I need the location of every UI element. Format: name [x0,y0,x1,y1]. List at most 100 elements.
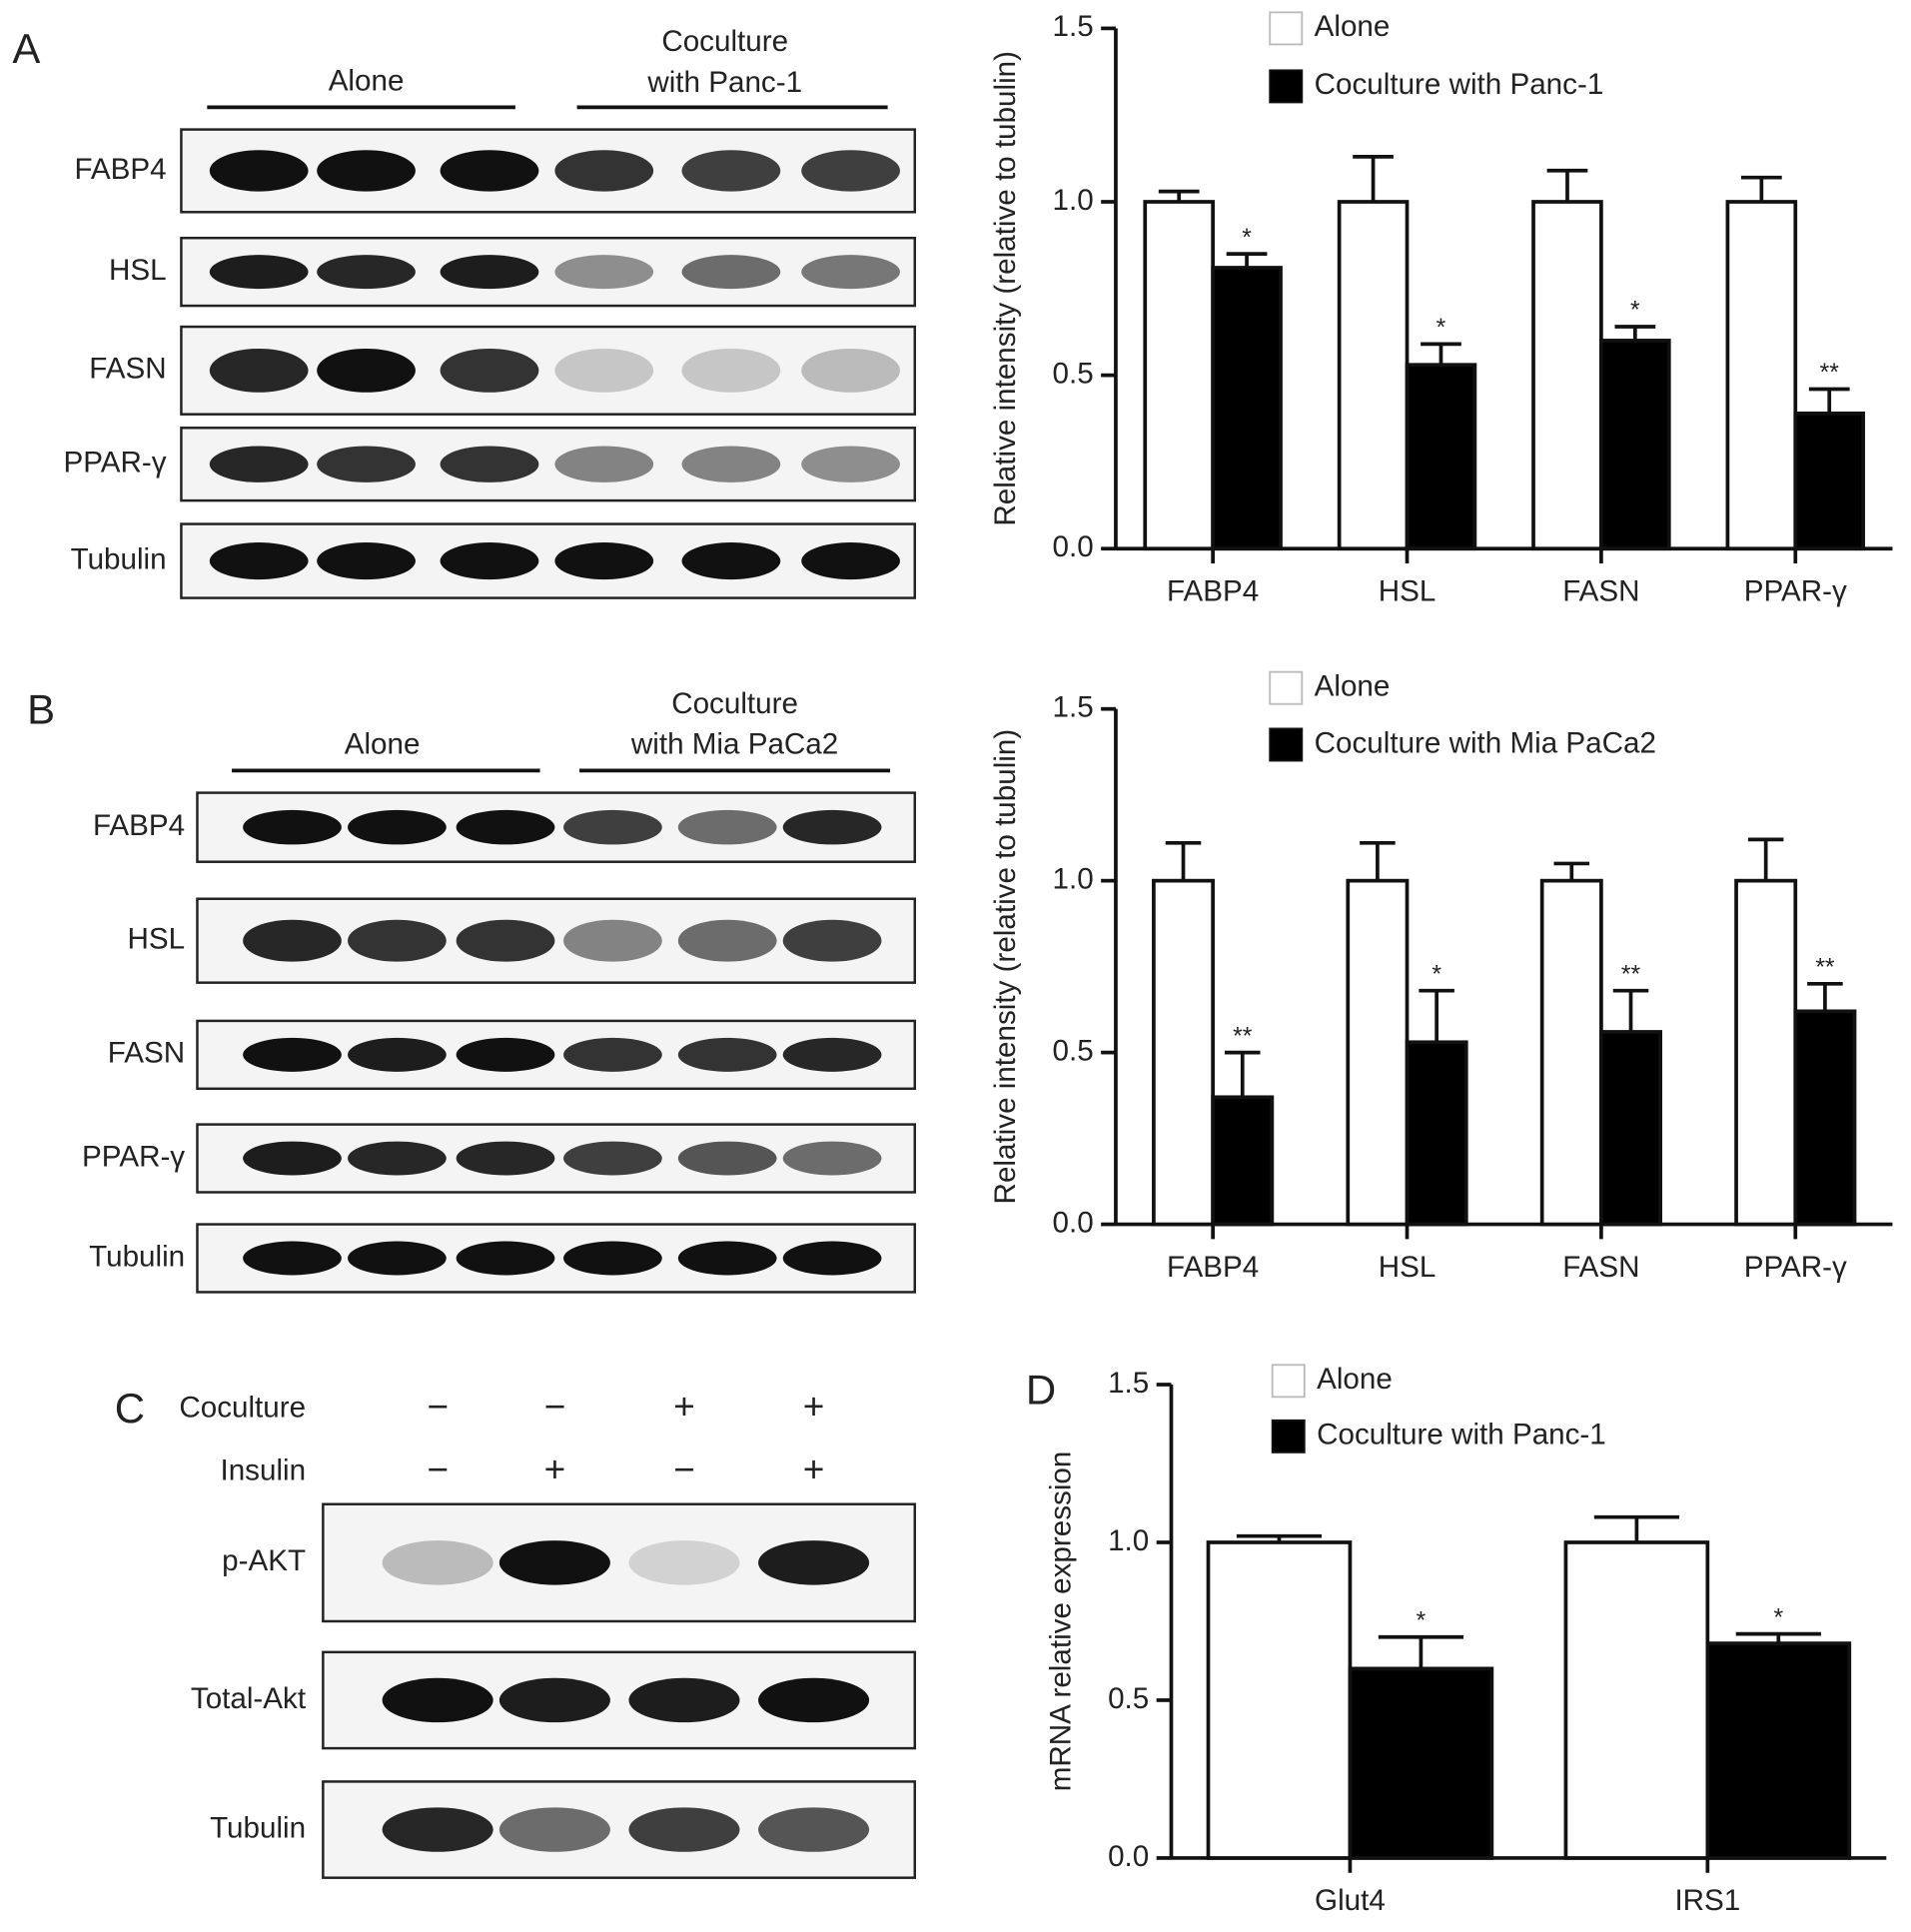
bar [1211,266,1283,551]
x-tick-label: FABP4 [1167,1251,1259,1284]
blot-band [456,809,555,845]
blot-band [554,446,654,483]
significance: ** [1621,961,1641,988]
significance: * [1630,298,1640,325]
blot-band [243,919,342,962]
bar [1405,1040,1468,1227]
legend-label: Alone [1315,10,1391,43]
blot-row-label: FABP4 [74,153,166,186]
x-tick-label: PPAR-γ [1744,574,1847,607]
blot-band [782,1037,882,1072]
blot-band [758,1807,870,1852]
blot-band [456,1141,555,1176]
condition-sign: + [803,1448,825,1489]
blot-band [498,1540,610,1585]
x-tick-label: FASN [1562,1251,1639,1284]
x-tick-label: PPAR-γ [1744,1251,1847,1284]
blot-band [348,1037,447,1072]
group-label: with Mia PaCa2 [630,728,838,761]
panel-letter: B [27,685,55,732]
legend-label: Coculture with Panc-1 [1315,68,1604,101]
blot-row-label: p-AKT [222,1544,306,1577]
blot-band [628,1540,740,1585]
blot-band [317,150,416,192]
condition-sign: + [803,1385,825,1427]
bar [1599,1030,1663,1227]
blot-band [382,1677,493,1723]
blot-band [681,150,781,192]
bar [1348,1666,1494,1860]
blot-band [801,348,900,393]
legend-swatch [1269,670,1304,705]
bar [1539,878,1603,1227]
blot-band [209,150,309,192]
x-tick-label: HSL [1379,1251,1436,1284]
y-axis-label: Relative intensity (relative to tubulin) [989,51,1022,526]
blot-band [456,1037,555,1072]
blot-band [563,1241,662,1276]
x-tick-label: Glut4 [1315,1884,1386,1917]
group-label: Alone [329,65,405,98]
blot-band [677,1037,777,1072]
blot-band [348,1141,447,1176]
blot-band [317,348,416,393]
blot-row-label: Tubulin [89,1240,185,1273]
blot-band [382,1807,493,1852]
y-tick-label: 0.0 [1053,530,1094,563]
blot-band [554,348,654,393]
x-tick-label: FASN [1562,574,1639,607]
significance: ** [1815,955,1835,982]
legend-swatch [1271,1419,1306,1453]
condition-sign: − [427,1448,449,1489]
blot-band [243,1037,342,1072]
blot-row-label: FABP4 [93,809,185,842]
condition-sign: + [673,1385,695,1427]
blot-band [563,809,662,845]
blot-row-label: FASN [89,353,166,386]
bar [1346,878,1410,1227]
bar [1211,1095,1275,1227]
blot-row-label: Total-Akt [191,1682,307,1715]
blot-band [317,255,416,290]
significance: * [1242,225,1252,252]
bar [1705,1641,1852,1860]
bar [1793,1009,1857,1227]
blot-row-label: FASN [108,1037,185,1070]
group-label: Coculture [661,25,788,58]
x-tick-label: IRS1 [1674,1884,1740,1917]
blot-band [554,150,654,192]
blot-row-label: PPAR-γ [64,447,167,480]
blot-band [563,1141,662,1176]
y-axis-label: mRNA relative expression [1045,1451,1078,1792]
condition-sign: − [544,1385,566,1427]
blot-band [440,446,539,483]
blot-band [628,1677,740,1723]
bar [1337,200,1410,551]
bar [1143,200,1215,551]
x-tick-label: HSL [1379,574,1436,607]
significance: * [1436,315,1446,342]
blot-band [628,1807,740,1852]
bar [1599,339,1671,551]
legend-label: Coculture with Mia PaCa2 [1315,726,1656,759]
blot-band [440,150,539,192]
blot-band [758,1677,870,1723]
blot-band [782,809,882,845]
panel-letter: C [115,1385,145,1432]
blot-band [563,1037,662,1072]
y-tick-label: 0.0 [1108,1840,1149,1873]
blot-band [243,1141,342,1176]
blot-band [382,1540,493,1585]
blot-band [317,446,416,483]
blot-band [554,255,654,290]
significance: * [1774,1604,1784,1631]
significance: * [1417,1607,1427,1634]
blot-band [317,542,416,580]
y-axis-label: Relative intensity (relative to tubulin) [989,729,1022,1205]
significance: * [1432,961,1441,988]
blot-band [243,1241,342,1276]
blot-band [498,1807,610,1852]
blot-band [554,542,654,580]
bar [1793,411,1866,551]
